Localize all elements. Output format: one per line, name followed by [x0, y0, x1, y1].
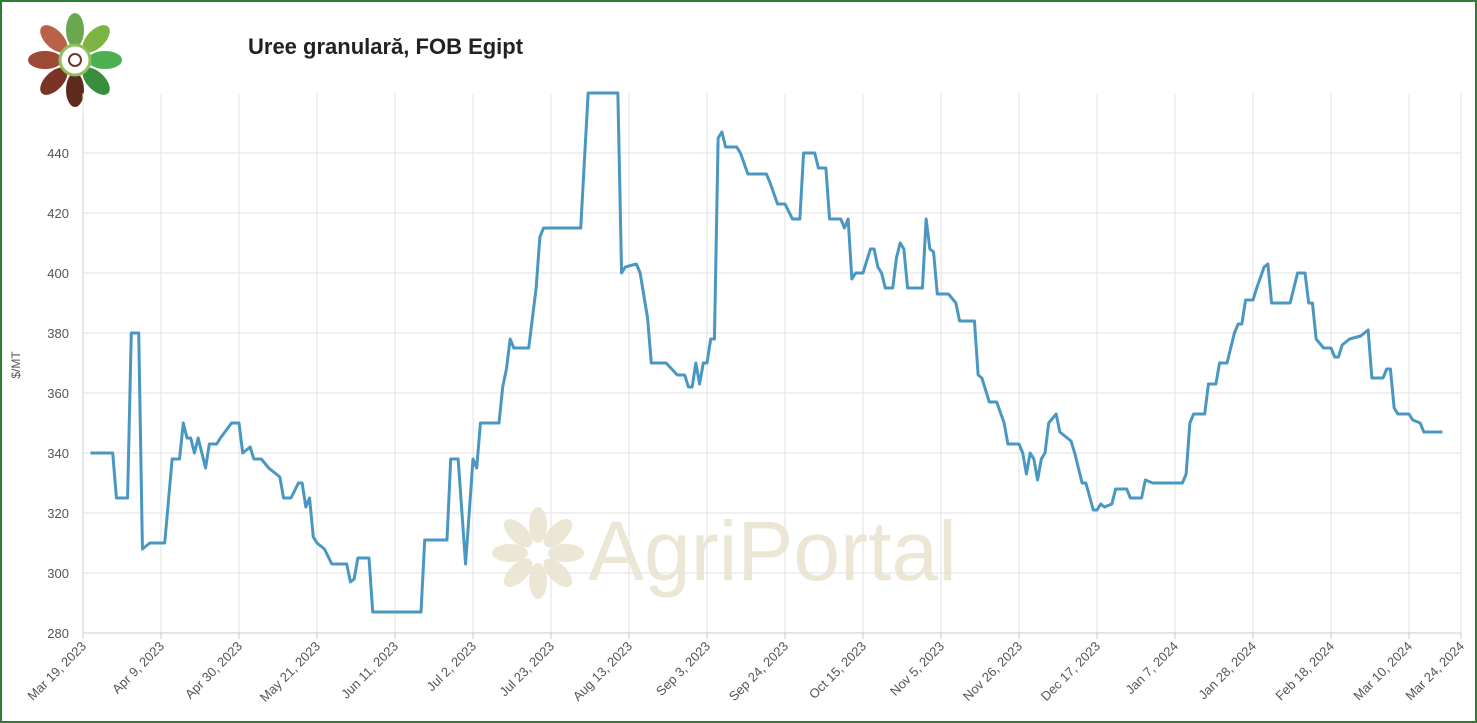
y-tick-label: 300 — [47, 566, 69, 581]
y-tick-label: 280 — [47, 626, 69, 641]
price-line — [90, 91, 1443, 614]
watermark: AgriPortal — [588, 504, 957, 598]
y-tick-label: 320 — [47, 506, 69, 521]
chart-title: Uree granulară, FOB Egipt — [248, 34, 524, 59]
y-tick-label: 420 — [47, 206, 69, 221]
y-tick-label: 400 — [47, 266, 69, 281]
y-tick-label: 440 — [47, 146, 69, 161]
y-axis-label: $/MT — [9, 351, 23, 379]
y-tick-label: 360 — [47, 386, 69, 401]
y-tick-label: 380 — [47, 326, 69, 341]
logo — [28, 13, 122, 107]
y-tick-label: 340 — [47, 446, 69, 461]
